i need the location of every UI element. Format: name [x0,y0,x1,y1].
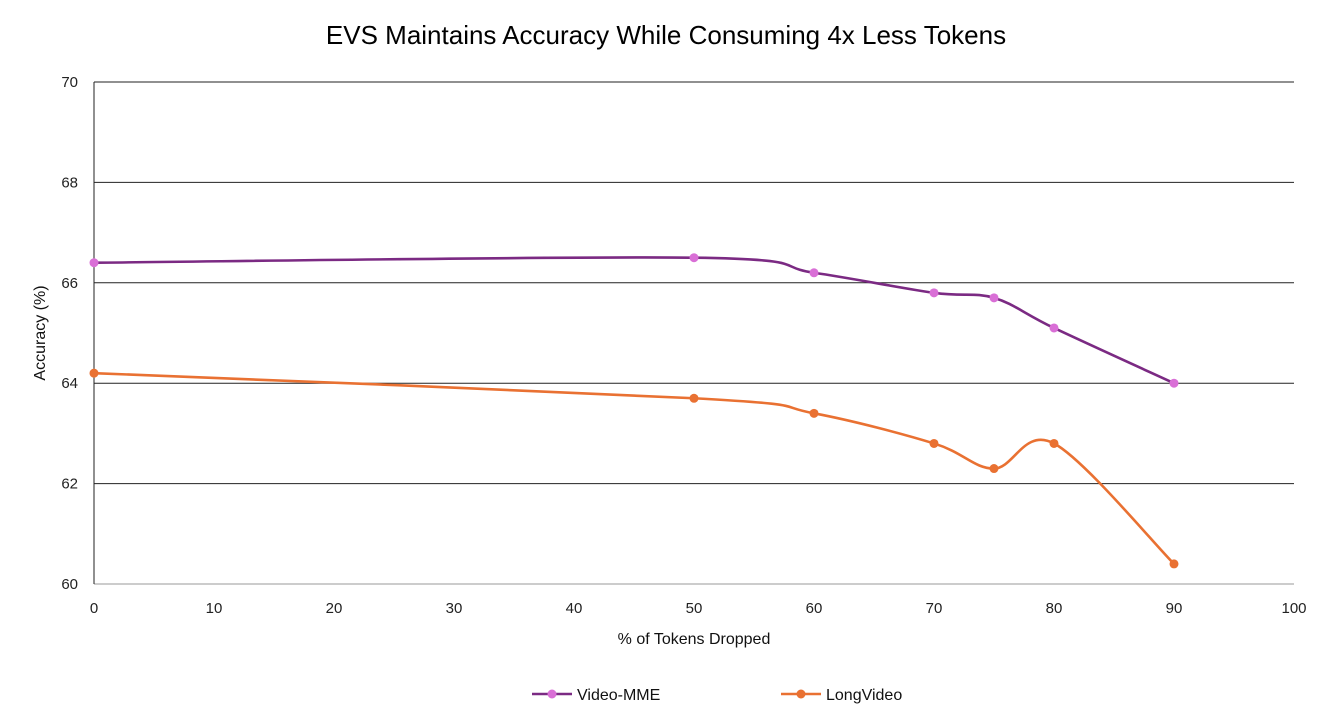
data-point-longvideo [89,368,99,378]
x-tick-label: 70 [926,600,943,617]
data-point-longvideo [689,393,699,403]
y-tick-label: 60 [61,576,78,593]
x-axis-label: % of Tokens Dropped [618,631,771,648]
data-point-longvideo [809,408,819,418]
x-tick-label: 100 [1281,600,1306,617]
x-tick-label: 80 [1046,600,1063,617]
data-point-video-mme [689,253,699,263]
data-point-longvideo [1049,438,1059,448]
y-tick-label: 64 [61,375,78,392]
y-tick-label: 66 [61,275,78,292]
legend-marker-video-mme [547,689,557,699]
y-tick-label: 62 [61,476,78,493]
series-line-longvideo [93,371,1175,565]
legend-label-longvideo: LongVideo [826,687,902,704]
x-tick-label: 0 [90,600,98,617]
data-point-video-mme [809,268,819,278]
chart-title: EVS Maintains Accuracy While Consuming 4… [325,20,1007,50]
data-point-longvideo [929,438,939,448]
data-point-video-mme [1049,323,1059,333]
data-point-video-mme [1169,378,1179,388]
x-tick-label: 50 [686,600,703,617]
data-point-longvideo [1169,559,1179,569]
legend-marker-longvideo [796,689,806,699]
y-tick-label: 70 [61,74,78,91]
data-point-video-mme [89,258,99,268]
series-line-video-mme [93,256,1175,385]
x-tick-label: 40 [566,600,583,617]
x-tick-label: 30 [446,600,463,617]
legend-label-video-mme: Video-MME [577,687,660,704]
data-point-longvideo [989,464,999,474]
x-tick-label: 20 [326,600,343,617]
x-tick-label: 60 [806,600,823,617]
x-tick-label: 10 [206,600,223,617]
data-point-video-mme [929,288,939,298]
y-axis-label: Accuracy (%) [32,285,49,380]
x-tick-label: 90 [1166,600,1183,617]
data-point-video-mme [989,293,999,303]
y-tick-label: 68 [61,174,78,191]
